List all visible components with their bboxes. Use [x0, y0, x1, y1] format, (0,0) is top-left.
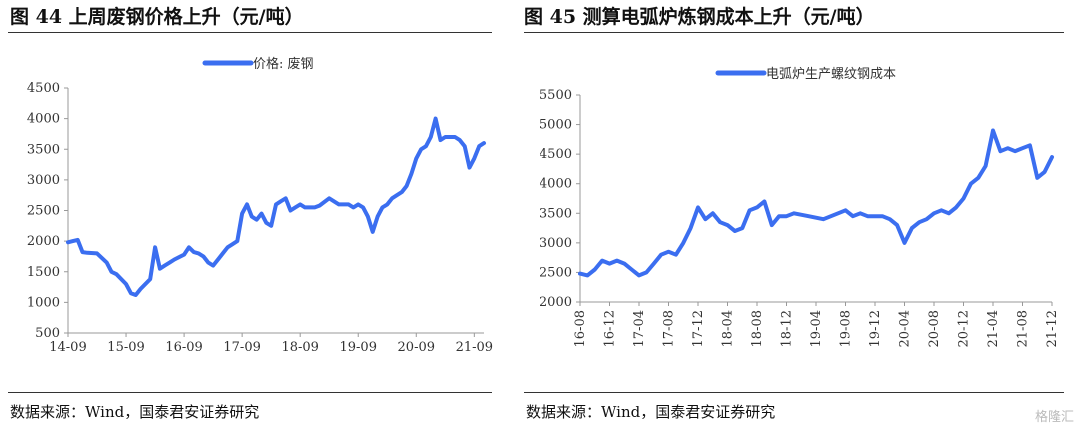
legend-label: 电弧炉生产螺纹钢成本 [766, 67, 896, 82]
x-tick-label: 21-08 [1016, 310, 1031, 347]
y-tick-label: 2000 [540, 295, 572, 310]
x-tick-label: 18-08 [750, 310, 765, 347]
x-tick-label: 21-04 [986, 310, 1001, 347]
x-tick-label: 17-12 [691, 310, 706, 347]
x-tick-label: 20-04 [898, 310, 913, 347]
figure-title: 图 44 上周废钢价格上升（元/吨） [10, 6, 304, 28]
x-tick-label: 16-12 [603, 310, 618, 347]
y-tick-label: 4000 [27, 112, 60, 127]
y-tick-label: 1500 [27, 265, 60, 280]
y-tick-label: 3000 [540, 236, 572, 251]
y-tick-label: 4500 [27, 81, 60, 96]
watermark: 格隆汇 [1034, 410, 1074, 425]
x-tick-label: 19-09 [339, 340, 376, 355]
x-tick-label: 14-09 [49, 340, 86, 355]
y-tick-label: 500 [35, 326, 60, 341]
x-tick-label: 18-04 [721, 310, 736, 347]
top-rule [524, 32, 1064, 33]
left-panel: 图 44 上周废钢价格上升（元/吨） 500 1000 1500 2000 2500 30… [8, 6, 493, 421]
x-tick-label: 20-12 [957, 310, 972, 347]
x-tick-label: 16-09 [165, 340, 202, 355]
legend-label: 价格: 废钢 [253, 56, 314, 72]
y-tick-label: 4000 [540, 177, 572, 192]
y-tick-label: 2000 [27, 234, 60, 249]
y-tick-label: 2500 [540, 265, 572, 280]
y-tick-label: 1000 [27, 295, 60, 310]
source-note: 数据来源：Wind，国泰君安证券研究 [526, 403, 776, 421]
x-tick-label: 20-09 [398, 340, 435, 355]
x-tick-label: 20-08 [927, 310, 942, 347]
figure-title: 图 45 测算电弧炉炼钢成本上升（元/吨） [524, 6, 875, 28]
y-tick-label: 3500 [27, 142, 60, 157]
y-tick-label: 3000 [27, 173, 60, 188]
series-line [66, 116, 486, 297]
x-tick-label: 19-04 [809, 310, 824, 347]
x-tick-label: 21-09 [456, 340, 493, 355]
y-tick-label: 2500 [27, 204, 60, 219]
x-tick-label: 16-08 [573, 310, 588, 347]
x-tick-label: 19-08 [839, 310, 854, 347]
scrap-price-chart: 500 1000 1500 2000 2500 3000 3500 4000 4500 14-09… [27, 56, 493, 355]
y-tick-label: 4500 [540, 147, 572, 162]
x-tick-label: 15-09 [107, 340, 144, 355]
y-tick-label: 5500 [540, 88, 572, 103]
x-tick-label: 17-08 [662, 310, 677, 347]
y-tick-label: 3500 [540, 206, 572, 221]
x-tick-label: 17-04 [632, 310, 647, 347]
right-panel: 图 45 测算电弧炉炼钢成本上升（元/吨） 2000 2500 3000 3500 40… [524, 0, 1080, 431]
x-tick-label: 18-09 [281, 340, 318, 355]
y-tick-label: 5000 [540, 118, 572, 133]
bottom-rule [524, 392, 1064, 393]
bottom-rule [8, 392, 492, 393]
x-tick-label: 17-09 [223, 340, 260, 355]
series-line [578, 128, 1054, 278]
source-note: 数据来源：Wind，国泰君安证券研究 [10, 403, 260, 421]
x-tick-label: 21-12 [1045, 310, 1060, 347]
top-rule [8, 32, 492, 33]
x-tick-label: 19-12 [868, 310, 883, 347]
x-tick-label: 18-12 [780, 310, 795, 347]
eaf-cost-chart: 2000 2500 3000 3500 4000 4500 5000 5500 16-08 16-… [540, 67, 1060, 347]
